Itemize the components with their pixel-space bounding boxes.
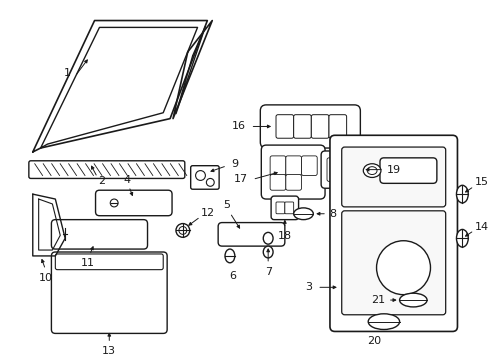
- FancyBboxPatch shape: [261, 145, 325, 199]
- FancyBboxPatch shape: [357, 157, 376, 183]
- FancyBboxPatch shape: [341, 147, 445, 207]
- Text: 14: 14: [474, 221, 488, 231]
- Text: 18: 18: [277, 231, 291, 241]
- FancyBboxPatch shape: [321, 151, 363, 188]
- FancyBboxPatch shape: [95, 190, 172, 216]
- Text: 21: 21: [370, 295, 384, 305]
- Ellipse shape: [455, 229, 468, 247]
- Text: 10: 10: [39, 273, 52, 283]
- FancyBboxPatch shape: [284, 202, 293, 214]
- Text: 12: 12: [201, 208, 215, 218]
- Ellipse shape: [293, 208, 313, 220]
- FancyBboxPatch shape: [311, 115, 328, 138]
- FancyBboxPatch shape: [341, 211, 445, 315]
- Text: 7: 7: [264, 267, 271, 276]
- FancyBboxPatch shape: [285, 175, 301, 190]
- Text: 8: 8: [328, 209, 336, 219]
- FancyBboxPatch shape: [328, 115, 346, 138]
- FancyBboxPatch shape: [293, 115, 311, 138]
- FancyBboxPatch shape: [55, 254, 163, 270]
- FancyBboxPatch shape: [275, 115, 293, 138]
- Ellipse shape: [399, 293, 426, 307]
- Ellipse shape: [110, 199, 118, 207]
- Text: 16: 16: [231, 121, 245, 131]
- Text: 1: 1: [63, 68, 70, 78]
- FancyBboxPatch shape: [326, 158, 342, 181]
- Ellipse shape: [176, 224, 189, 237]
- FancyBboxPatch shape: [270, 196, 298, 220]
- FancyBboxPatch shape: [342, 158, 358, 181]
- Text: 5: 5: [223, 200, 230, 210]
- Text: 11: 11: [81, 258, 95, 268]
- Text: 4: 4: [123, 175, 130, 185]
- FancyBboxPatch shape: [269, 156, 285, 176]
- Ellipse shape: [195, 171, 205, 180]
- Text: 13: 13: [102, 346, 116, 356]
- FancyBboxPatch shape: [51, 220, 147, 249]
- FancyBboxPatch shape: [269, 175, 285, 190]
- Ellipse shape: [455, 185, 468, 203]
- FancyBboxPatch shape: [379, 158, 436, 183]
- Ellipse shape: [263, 233, 272, 244]
- Text: 17: 17: [233, 175, 247, 184]
- Text: 6: 6: [229, 271, 236, 280]
- Ellipse shape: [224, 249, 234, 263]
- FancyBboxPatch shape: [285, 156, 301, 176]
- Text: 3: 3: [304, 282, 311, 292]
- Ellipse shape: [179, 226, 186, 234]
- FancyBboxPatch shape: [329, 135, 457, 332]
- Text: 2: 2: [98, 176, 105, 186]
- Ellipse shape: [367, 314, 399, 329]
- Ellipse shape: [366, 167, 376, 175]
- Text: 20: 20: [366, 336, 380, 346]
- Text: 9: 9: [231, 159, 238, 169]
- FancyBboxPatch shape: [301, 156, 317, 176]
- FancyBboxPatch shape: [29, 161, 184, 179]
- Ellipse shape: [376, 241, 429, 295]
- Text: 15: 15: [474, 177, 488, 187]
- Ellipse shape: [206, 179, 214, 186]
- FancyBboxPatch shape: [275, 202, 284, 214]
- FancyBboxPatch shape: [190, 166, 219, 189]
- Ellipse shape: [263, 246, 272, 258]
- Text: 19: 19: [386, 165, 400, 175]
- Ellipse shape: [363, 164, 380, 177]
- FancyBboxPatch shape: [218, 222, 284, 246]
- FancyBboxPatch shape: [51, 252, 167, 333]
- FancyBboxPatch shape: [260, 105, 360, 148]
